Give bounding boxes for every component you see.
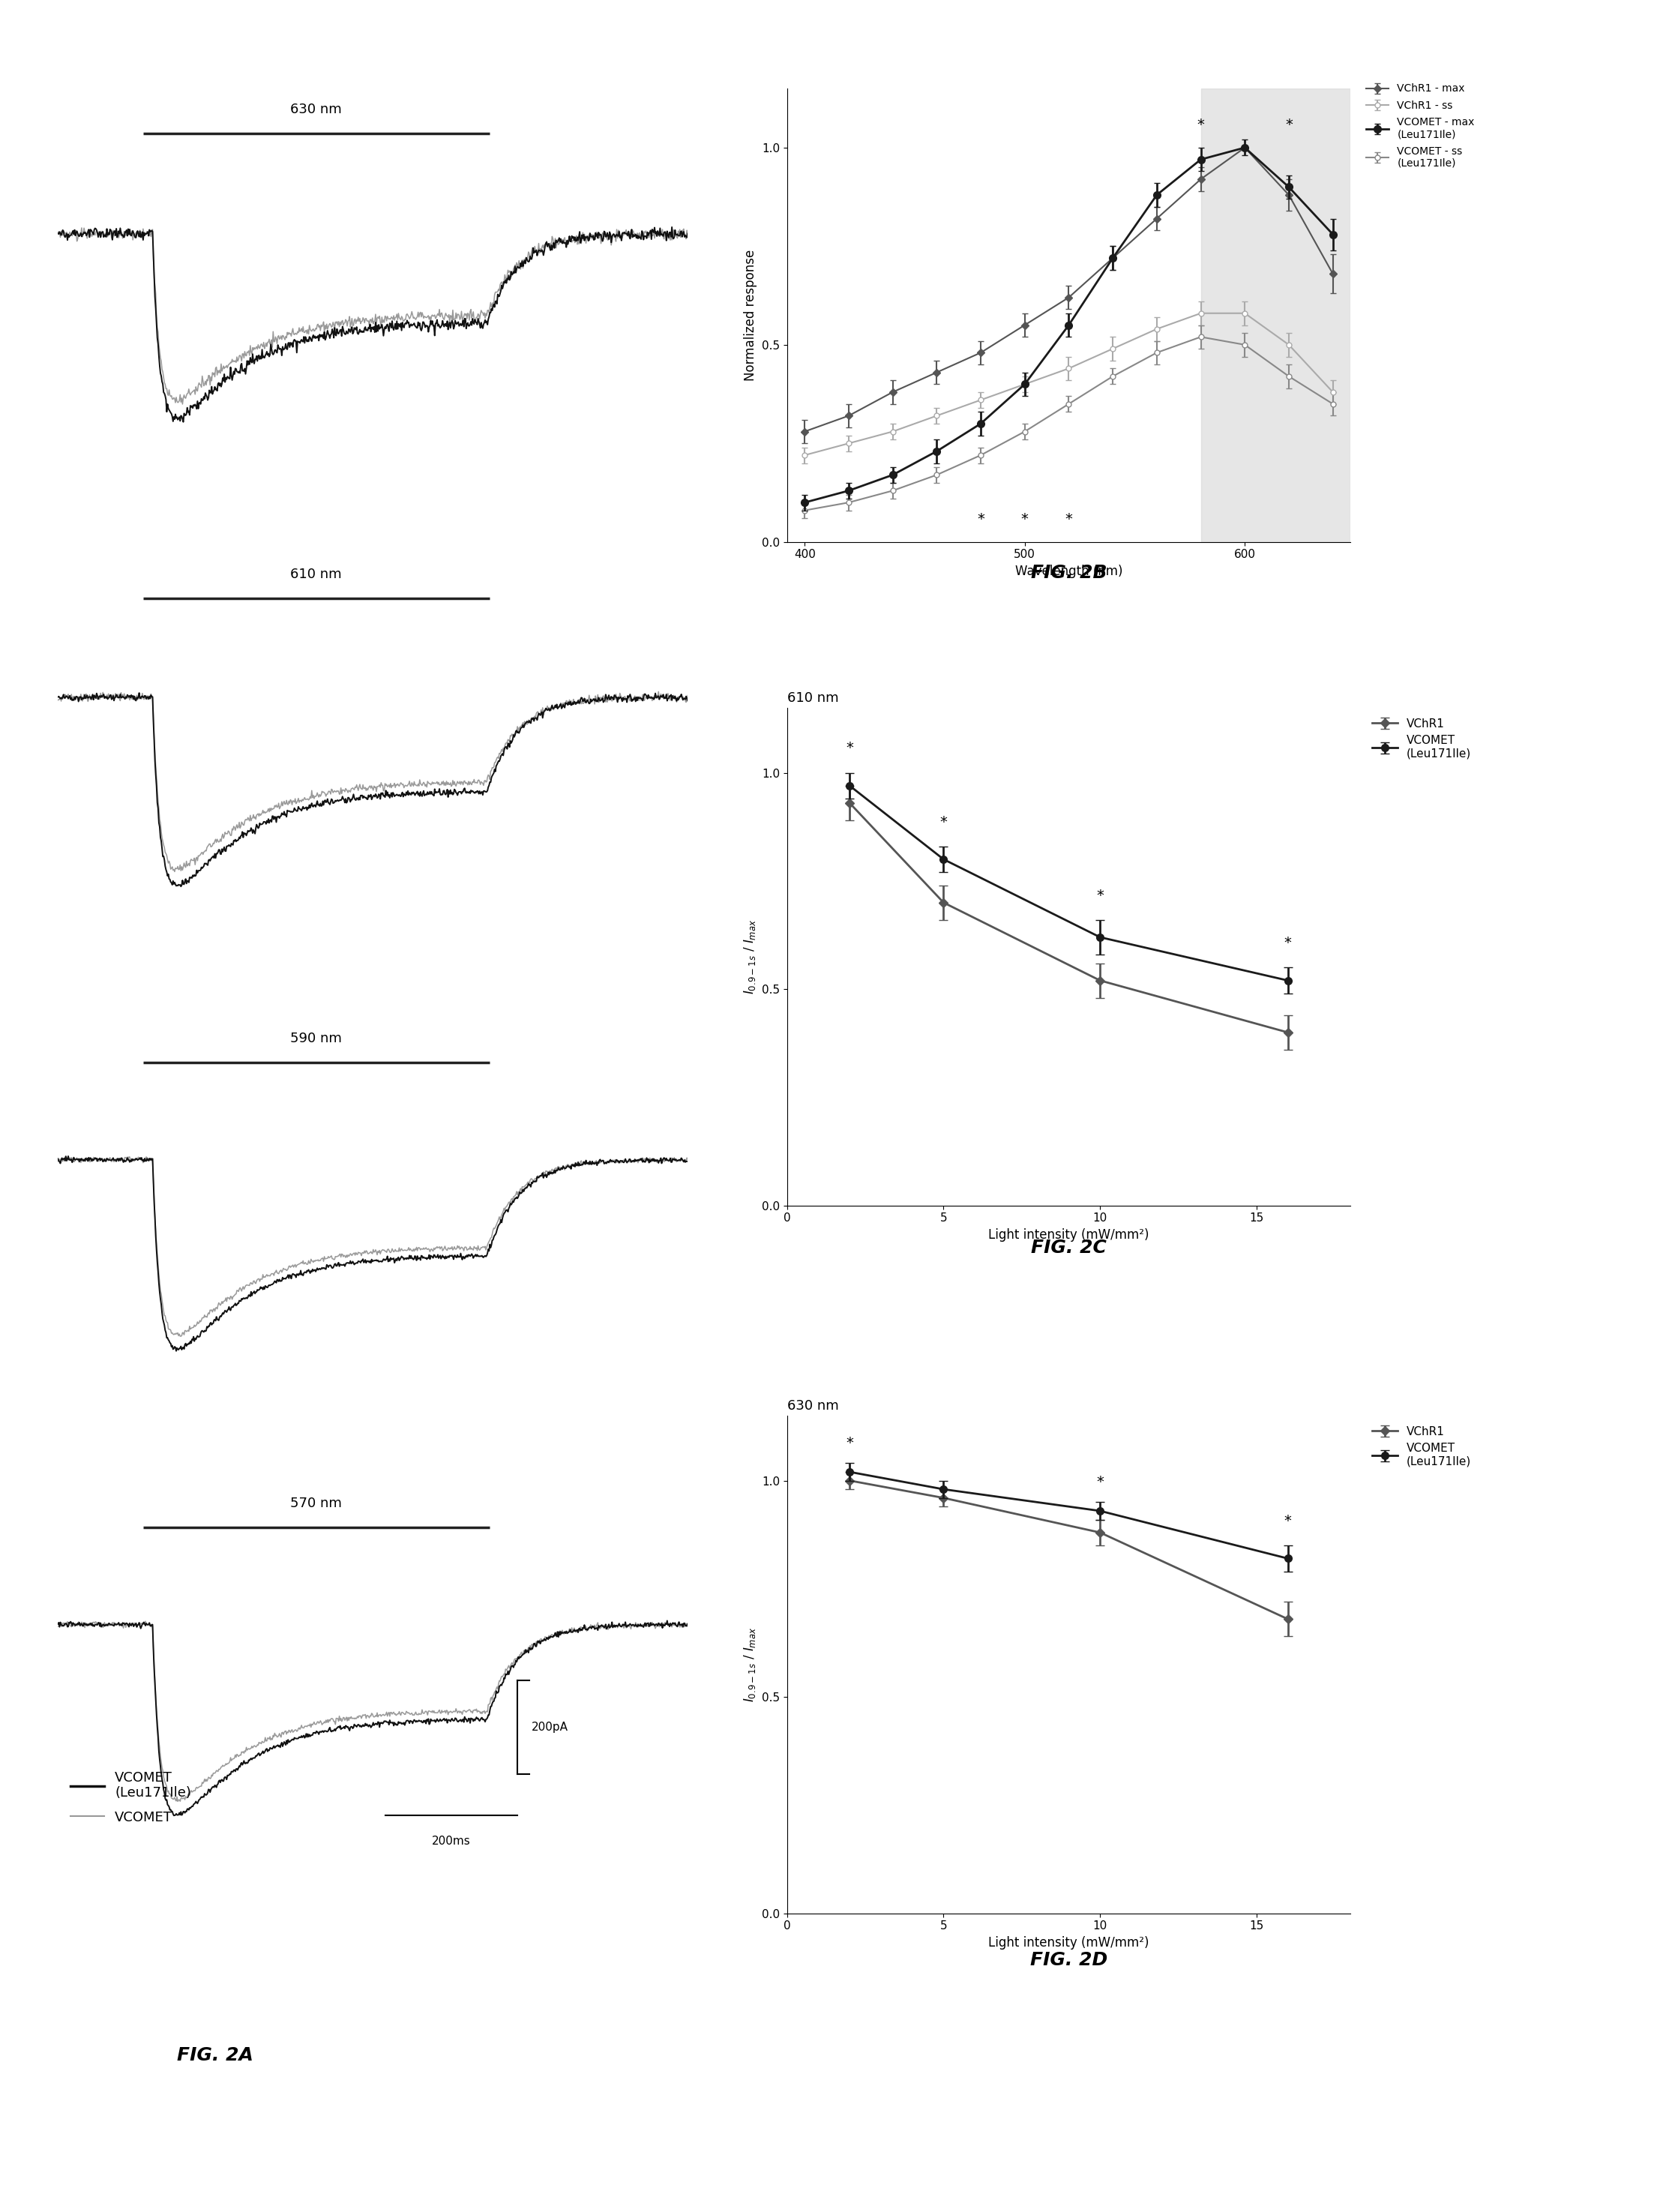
Text: 570 nm: 570 nm [290, 1498, 341, 1511]
Text: FIG. 2D: FIG. 2D [1031, 1951, 1107, 1969]
Text: FIG. 2C: FIG. 2C [1031, 1239, 1107, 1256]
X-axis label: Light intensity (mW/mm²): Light intensity (mW/mm²) [988, 1935, 1150, 1949]
Text: *: * [978, 511, 984, 526]
Text: *: * [1065, 511, 1072, 526]
X-axis label: Light intensity (mW/mm²): Light intensity (mW/mm²) [988, 1228, 1150, 1241]
Text: 630 nm: 630 nm [787, 1398, 838, 1413]
Text: 610 nm: 610 nm [290, 568, 341, 582]
Y-axis label: $I_{0.9-1s}\ /\ I_{max}$: $I_{0.9-1s}\ /\ I_{max}$ [742, 1626, 757, 1703]
Text: *: * [1284, 1513, 1291, 1528]
Text: 200pA: 200pA [532, 1721, 568, 1732]
Text: 610 nm: 610 nm [787, 690, 838, 706]
Text: 590 nm: 590 nm [290, 1033, 341, 1046]
Text: *: * [1284, 936, 1291, 951]
Text: 200ms: 200ms [432, 1836, 471, 1847]
Legend: VChR1, VCOMET
(Leu171Ile): VChR1, VCOMET (Leu171Ile) [1367, 714, 1476, 763]
Bar [1201, 88, 1350, 542]
Text: *: * [847, 741, 853, 757]
Text: *: * [1097, 1475, 1104, 1489]
X-axis label: Wavelength (nm): Wavelength (nm) [1016, 564, 1122, 577]
Y-axis label: $I_{0.9-1s}\ /\ I_{max}$: $I_{0.9-1s}\ /\ I_{max}$ [742, 918, 757, 995]
Text: *: * [1286, 117, 1292, 133]
Text: *: * [1021, 511, 1029, 526]
Text: *: * [847, 1436, 853, 1451]
Y-axis label: Normalized response: Normalized response [744, 250, 757, 380]
Text: *: * [1097, 889, 1104, 902]
Text: 630 nm: 630 nm [290, 104, 341, 117]
Legend: VChR1, VCOMET
(Leu171Ile): VChR1, VCOMET (Leu171Ile) [1367, 1422, 1476, 1471]
Text: *: * [940, 814, 948, 829]
Legend: VChR1 - max, VChR1 - ss, VCOMET - max
(Leu171Ile), VCOMET - ss
(Leu171Ile): VChR1 - max, VChR1 - ss, VCOMET - max (L… [1362, 80, 1478, 173]
Text: FIG. 2A: FIG. 2A [177, 2046, 254, 2064]
Text: FIG. 2B: FIG. 2B [1031, 564, 1107, 582]
Text: *: * [1196, 117, 1205, 133]
Legend: VCOMET
(Leu171Ile), VCOMET: VCOMET (Leu171Ile), VCOMET [65, 1765, 197, 1829]
